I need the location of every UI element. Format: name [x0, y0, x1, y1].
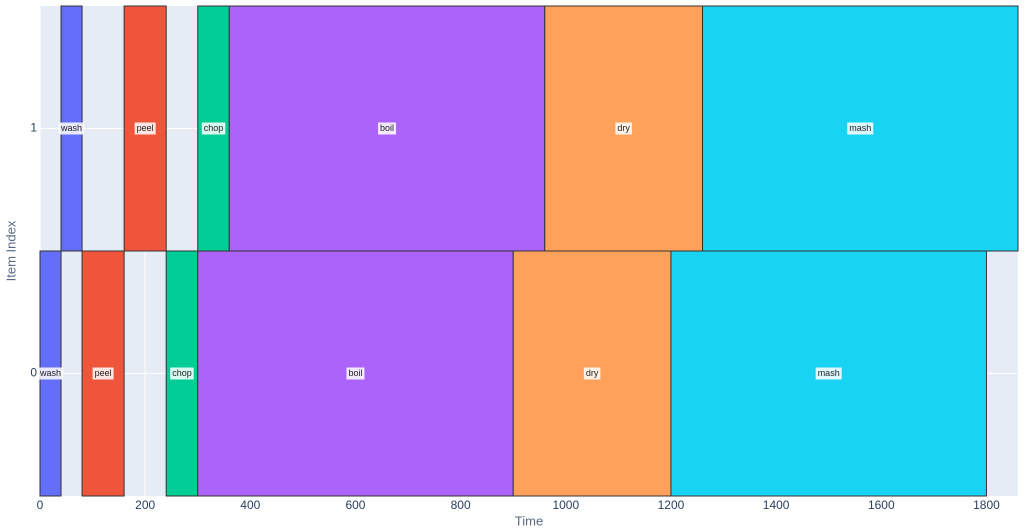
bar-label-background: [815, 367, 842, 380]
bar-label: mash: [818, 368, 840, 378]
bar-label-background: [615, 122, 632, 135]
x-tick-label: 800: [451, 498, 471, 512]
bar-label-background: [847, 122, 874, 135]
bar-label-background: [378, 122, 397, 135]
bar-label-background: [92, 367, 114, 380]
bar-label: peel: [137, 123, 154, 133]
x-tick-label: 0: [37, 498, 44, 512]
bar-label: wash: [39, 368, 61, 378]
bar-label-background: [170, 367, 194, 380]
y-tick-label: 0: [30, 366, 37, 380]
x-tick-label: 1400: [763, 498, 790, 512]
bar-label: dry: [586, 368, 599, 378]
x-tick-label: 200: [135, 498, 155, 512]
bar-label: dry: [617, 123, 630, 133]
y-axis-title: Item Index: [3, 220, 18, 281]
bar-label-background: [201, 122, 226, 135]
bar-label-background: [38, 367, 64, 380]
x-tick-label: 400: [240, 498, 260, 512]
bar-label: boil: [348, 368, 362, 378]
bar-label: chop: [204, 123, 224, 133]
bar-label-background: [134, 122, 156, 135]
bar-label-background: [583, 367, 601, 380]
x-tick-label: 1200: [658, 498, 685, 512]
bar-label: boil: [380, 123, 394, 133]
y-tick-label: 1: [30, 121, 37, 135]
bar: [228, 5, 546, 252]
bar-label-background: [346, 367, 365, 380]
bar-label-background: [59, 122, 85, 135]
x-tick-label: 1800: [973, 498, 1000, 512]
bar-label: mash: [849, 123, 871, 133]
x-tick-label: 600: [345, 498, 365, 512]
x-axis-title: Time: [515, 513, 543, 528]
x-tick-label: 1000: [552, 498, 579, 512]
x-tick-label: 1600: [868, 498, 895, 512]
bar-label: wash: [60, 123, 82, 133]
bar-label: peel: [95, 368, 112, 378]
bar-label: chop: [172, 368, 192, 378]
